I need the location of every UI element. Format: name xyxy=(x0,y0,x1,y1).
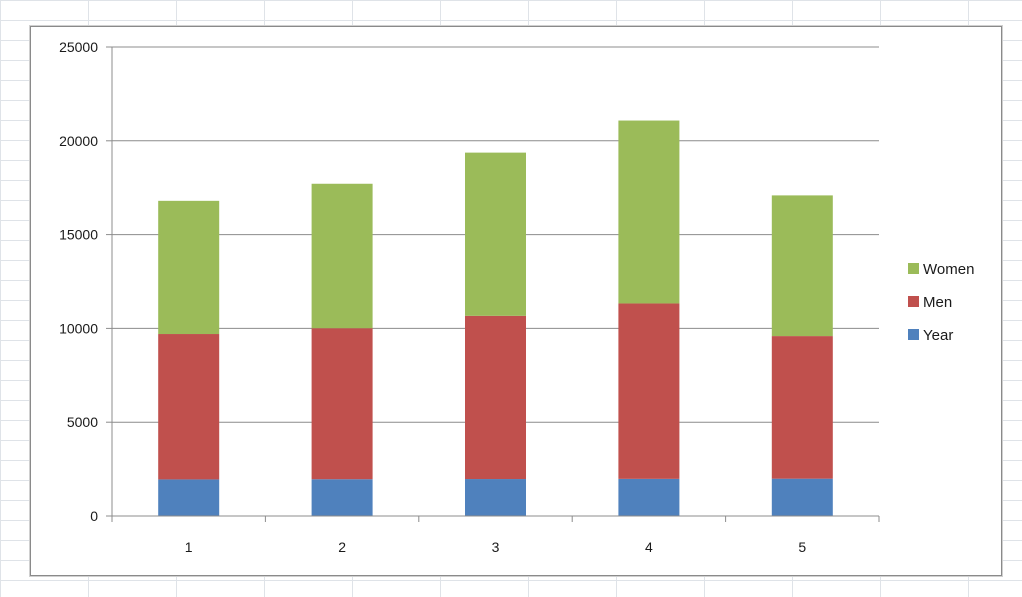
x-tick-label: 3 xyxy=(492,539,500,555)
bar-women-1[interactable] xyxy=(158,200,220,335)
y-tick-label: 10000 xyxy=(59,320,98,336)
x-tick-label: 5 xyxy=(798,539,806,555)
bar-year-5[interactable] xyxy=(771,478,833,516)
bar-men-5[interactable] xyxy=(771,336,833,479)
bar-men-1[interactable] xyxy=(158,334,220,480)
chart-area[interactable]: 0 5000 10000 15000 20000 25000 1 2 3 4 5 Women Men Y… xyxy=(30,26,1002,576)
legend-swatch-year xyxy=(908,329,919,340)
bar-year-4[interactable] xyxy=(618,478,680,516)
bar-year-3[interactable] xyxy=(465,479,526,516)
legend-label-women: Women xyxy=(923,261,974,278)
legend-label-men: Men xyxy=(923,294,952,311)
bar-year-1[interactable] xyxy=(158,479,220,516)
bar-women-4[interactable] xyxy=(618,120,680,304)
legend: Women Men Year xyxy=(908,261,974,344)
bar-men-3[interactable] xyxy=(465,315,526,480)
bar-series xyxy=(158,120,833,516)
bar-men-4[interactable] xyxy=(618,303,680,479)
y-tick-label: 15000 xyxy=(59,227,98,243)
y-tick-label: 5000 xyxy=(67,414,98,430)
x-tick-label: 4 xyxy=(645,539,653,555)
bar-women-3[interactable] xyxy=(465,152,526,316)
x-tick-label: 1 xyxy=(185,539,193,555)
bar-men-2[interactable] xyxy=(311,328,373,480)
axes: 0 5000 10000 15000 20000 25000 1 2 3 4 5 xyxy=(59,39,880,555)
legend-label-year: Year xyxy=(923,327,953,344)
y-tick-label: 0 xyxy=(90,508,98,524)
y-tick-label: 20000 xyxy=(59,133,98,149)
legend-swatch-women xyxy=(908,263,919,274)
bar-women-2[interactable] xyxy=(311,183,373,329)
bar-women-5[interactable] xyxy=(771,195,833,337)
bar-year-2[interactable] xyxy=(311,479,373,516)
x-tick-label: 2 xyxy=(338,539,346,555)
legend-swatch-men xyxy=(908,296,919,307)
stacked-bar-chart: 0 5000 10000 15000 20000 25000 1 2 3 4 5 Women Men Y… xyxy=(59,39,974,555)
y-tick-label: 25000 xyxy=(59,39,98,55)
